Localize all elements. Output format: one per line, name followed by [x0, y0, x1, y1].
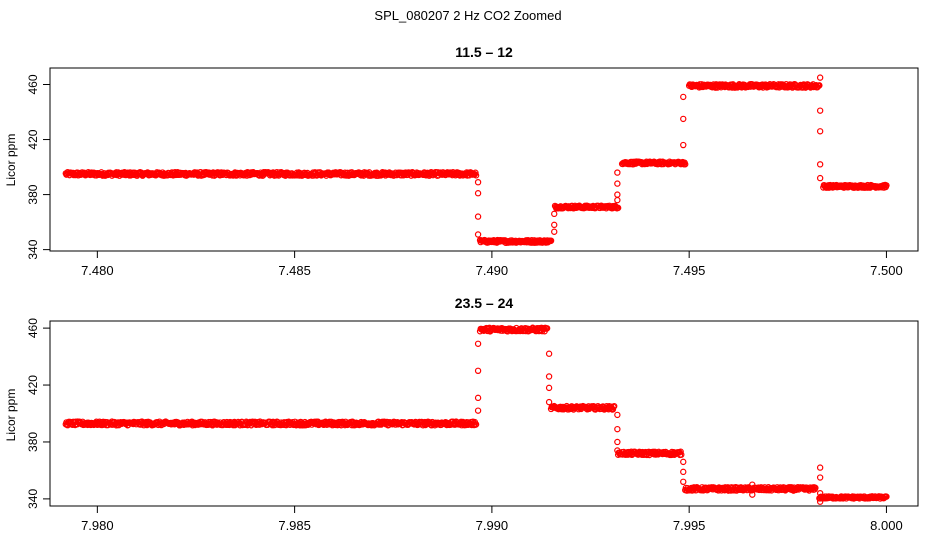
x-tick-label: 7.480: [81, 263, 114, 278]
data-point: [474, 231, 482, 238]
panel-title: 11.5 – 12: [455, 44, 513, 60]
data-point: [472, 172, 480, 179]
x-tick-label: 7.485: [278, 263, 311, 278]
data-point: [474, 213, 482, 220]
data-point: [472, 169, 479, 176]
y-tick-label: 380: [26, 184, 40, 204]
axis-ticks: 7.480 7.485 7.490 7.495 7.500 340 380 420 460: [26, 74, 903, 278]
plot-frame: [49, 67, 919, 252]
data-point: [547, 237, 555, 244]
data-point: [816, 82, 823, 89]
data-point: [551, 221, 558, 229]
data-point: [816, 107, 824, 114]
data-point: [816, 161, 824, 168]
x-tick-label: 7.495: [673, 263, 706, 278]
data-point: [816, 74, 824, 81]
data-point: [883, 182, 890, 189]
y-tick-label: 340: [26, 239, 40, 259]
y-tick-label: 420: [26, 129, 40, 149]
data-point: [614, 196, 621, 204]
data-point: [816, 128, 824, 135]
data-point: [614, 191, 621, 198]
data-point: [682, 161, 689, 168]
data-point: [614, 169, 621, 176]
data-point: [474, 178, 482, 186]
data-point: [816, 174, 824, 182]
data-point: [680, 93, 687, 101]
data-point: [551, 210, 558, 218]
y-axis-label: Licor ppm: [4, 134, 18, 187]
data-points: [62, 74, 890, 246]
y-tick-label: 460: [26, 74, 40, 94]
x-tick-label: 7.490: [476, 263, 509, 278]
data-point: [680, 141, 687, 149]
x-tick-label: 7.500: [870, 263, 903, 278]
data-point: [474, 190, 482, 197]
data-point: [614, 180, 621, 187]
data-point: [614, 204, 622, 212]
data-point: [680, 115, 687, 123]
data-point: [551, 228, 558, 235]
figure-title: SPL_080207 2 Hz CO2 Zoomed: [374, 8, 562, 23]
